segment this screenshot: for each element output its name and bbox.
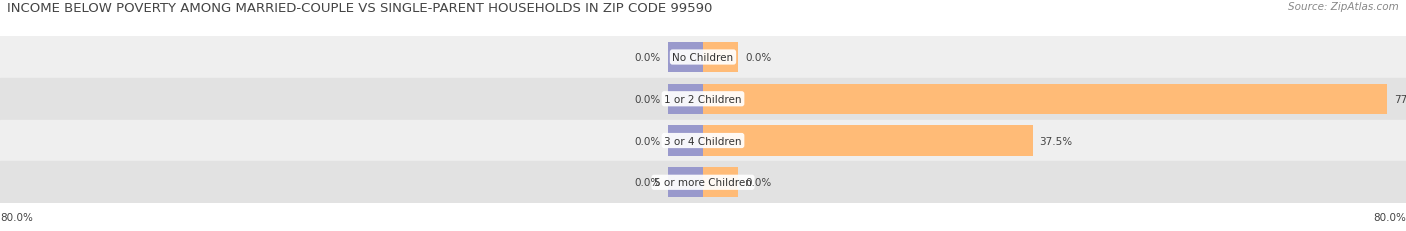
Bar <box>0 37 1406 79</box>
Text: Source: ZipAtlas.com: Source: ZipAtlas.com <box>1288 2 1399 12</box>
Text: 80.0%: 80.0% <box>1374 213 1406 222</box>
Text: 1 or 2 Children: 1 or 2 Children <box>664 94 742 104</box>
Text: 37.5%: 37.5% <box>1039 136 1073 146</box>
Bar <box>703 167 738 198</box>
Text: No Children: No Children <box>672 53 734 63</box>
Text: INCOME BELOW POVERTY AMONG MARRIED-COUPLE VS SINGLE-PARENT HOUSEHOLDS IN ZIP COD: INCOME BELOW POVERTY AMONG MARRIED-COUPL… <box>7 2 713 15</box>
Text: 0.0%: 0.0% <box>745 53 772 63</box>
Bar <box>0 79 1406 120</box>
Bar <box>668 167 703 198</box>
Text: 0.0%: 0.0% <box>634 177 661 188</box>
Text: 80.0%: 80.0% <box>0 213 32 222</box>
Text: 0.0%: 0.0% <box>634 94 661 104</box>
Text: 3 or 4 Children: 3 or 4 Children <box>664 136 742 146</box>
Bar <box>703 84 1386 114</box>
Bar <box>0 120 1406 162</box>
Bar <box>703 126 1032 156</box>
Bar <box>0 162 1406 203</box>
Bar <box>668 126 703 156</box>
Bar <box>668 84 703 114</box>
Text: 0.0%: 0.0% <box>745 177 772 188</box>
Bar <box>703 43 738 73</box>
Text: 77.8%: 77.8% <box>1393 94 1406 104</box>
Text: 5 or more Children: 5 or more Children <box>654 177 752 188</box>
Text: 0.0%: 0.0% <box>634 53 661 63</box>
Text: 0.0%: 0.0% <box>634 136 661 146</box>
Bar <box>668 43 703 73</box>
